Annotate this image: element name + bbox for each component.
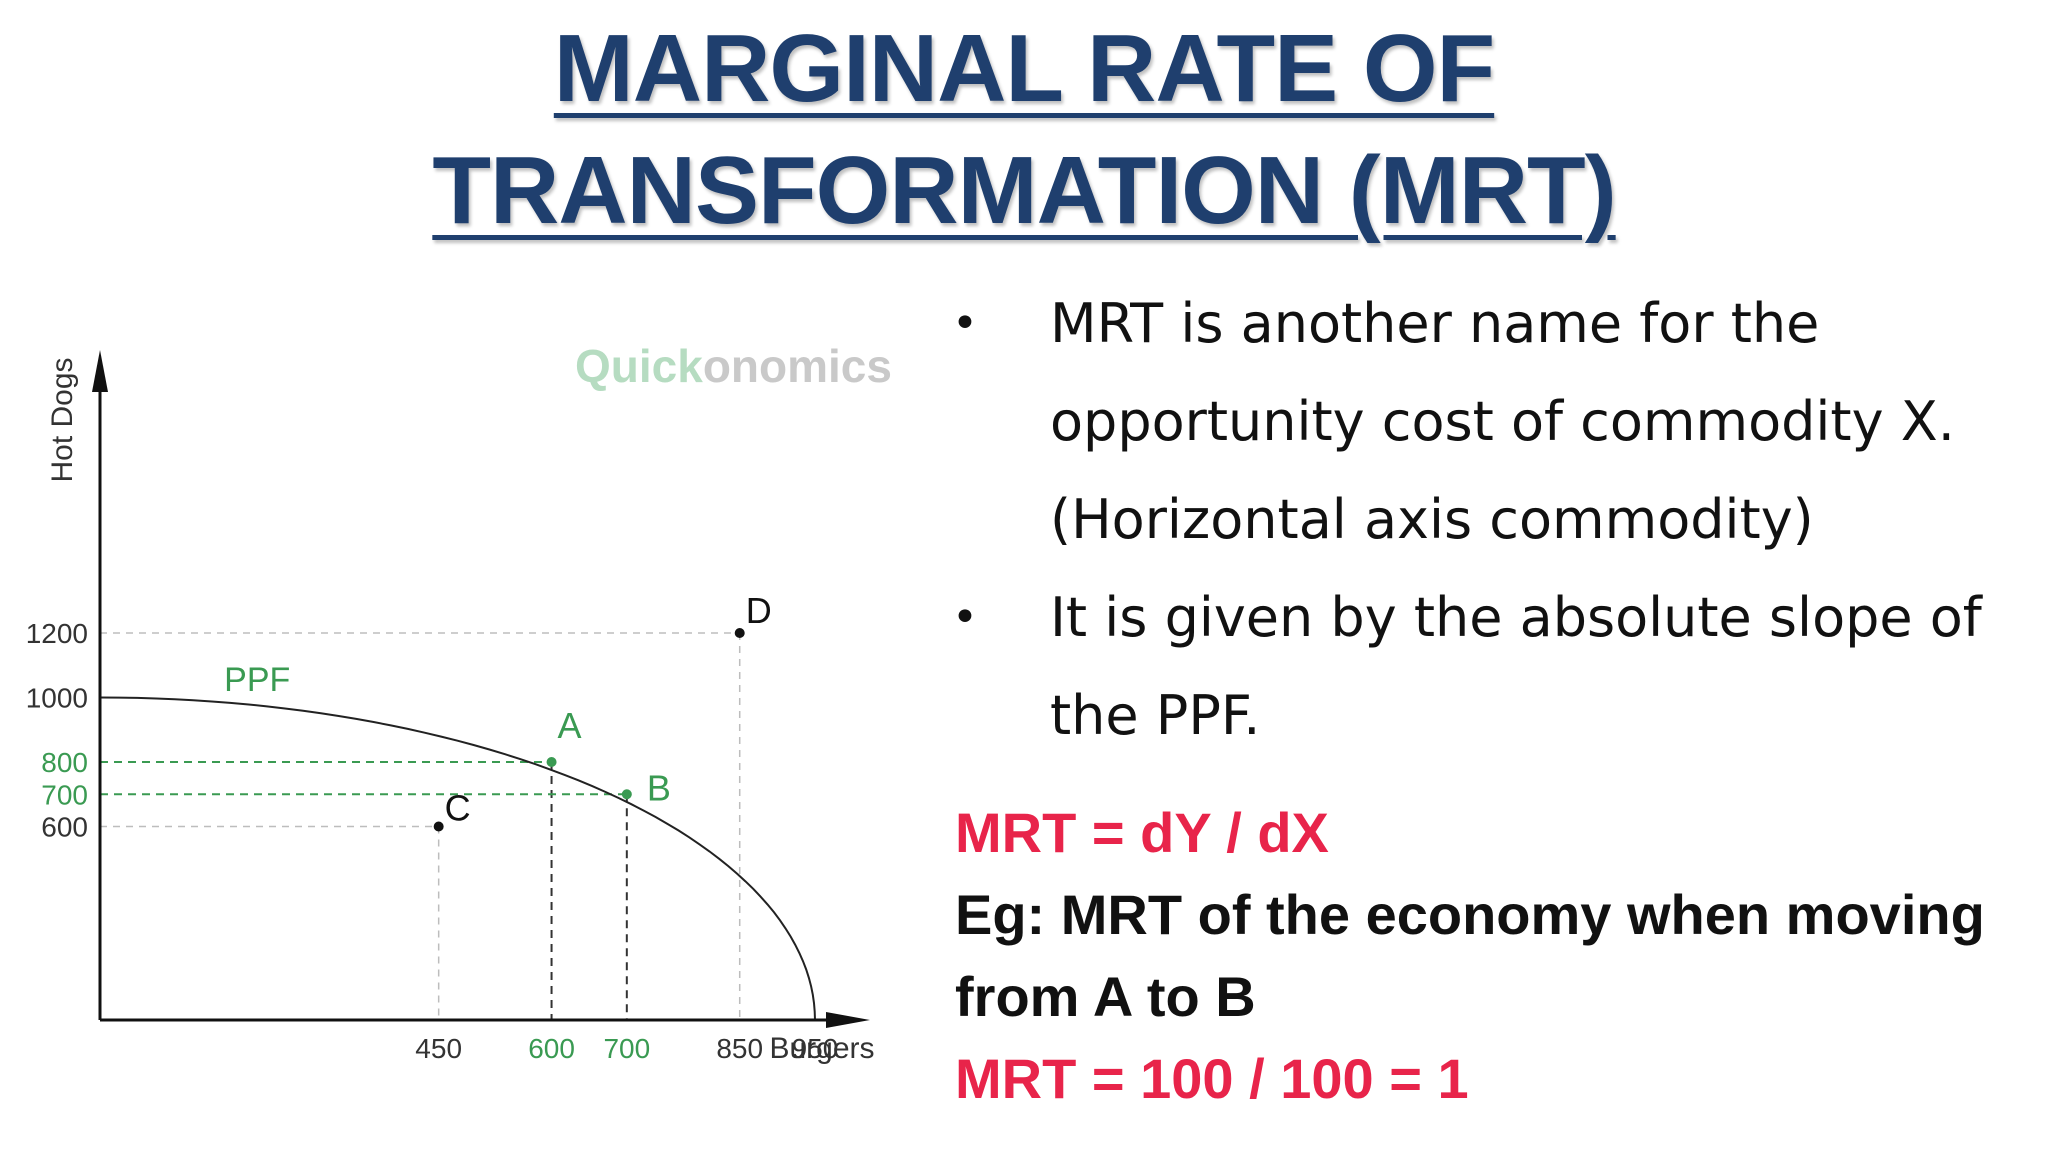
y-tick-label-600: 600 xyxy=(41,812,88,843)
bullet-dot: • xyxy=(952,592,978,643)
y-axis-arrow xyxy=(92,350,108,392)
bullet-2-line-1: It is given by the absolute slope of xyxy=(1050,586,1982,649)
y-axis-label: Hot Dogs xyxy=(46,357,79,482)
mrt-definition: MRT = dY / dX xyxy=(955,801,1329,864)
y-tick-label-1000: 1000 xyxy=(26,683,88,714)
point-A xyxy=(546,757,557,767)
example-line-2: from A to B xyxy=(955,965,1256,1028)
x-tick-label-950: 950 xyxy=(792,1033,839,1064)
ppf-label: PPF xyxy=(224,661,290,699)
x-tick-label-600: 600 xyxy=(528,1033,575,1064)
y-tick-label-800: 800 xyxy=(41,747,88,778)
bullet-2-line-2: the PPF. xyxy=(1050,684,1261,747)
bullet-list: • MRT is another name for the opportunit… xyxy=(950,275,2030,765)
bullet-dot: • xyxy=(952,298,978,349)
point-B xyxy=(621,789,632,800)
point-label-B: B xyxy=(647,767,671,808)
example-line-1: Eg: MRT of the economy when moving xyxy=(955,883,1985,946)
x-axis-arrow xyxy=(826,1012,870,1028)
ppf-curve xyxy=(99,696,816,1021)
bullet-item: • It is given by the absolute slope of t… xyxy=(950,569,2030,765)
title-line-2: TRANSFORMATION (MRT) xyxy=(432,137,1616,244)
bullet-1-line-1: MRT is another name for the xyxy=(1050,292,1820,355)
x-tick-label-850: 850 xyxy=(716,1033,763,1064)
point-label-A: A xyxy=(558,705,582,746)
point-label-D: D xyxy=(746,590,772,631)
bullet-item: • MRT is another name for the opportunit… xyxy=(950,275,2030,569)
bullet-1-line-2: opportunity cost of commodity X. xyxy=(1050,390,1955,453)
title-line-1: MARGINAL RATE OF xyxy=(553,15,1495,122)
x-axis-label: Burgers xyxy=(769,1032,874,1065)
x-tick-label-700: 700 xyxy=(603,1033,650,1064)
watermark-logo: Quickonomics xyxy=(575,340,892,392)
point-label-C: C xyxy=(445,788,471,829)
point-C xyxy=(433,821,444,832)
page-title: MARGINAL RATE OF TRANSFORMATION (MRT) xyxy=(0,8,2048,252)
point-D xyxy=(734,628,745,638)
y-tick-label-700: 700 xyxy=(41,779,88,810)
y-tick-label-1200: 1200 xyxy=(26,618,88,649)
mrt-result: MRT = 100 / 100 = 1 xyxy=(955,1047,1469,1110)
x-tick-label-450: 450 xyxy=(415,1033,462,1064)
bullet-1-line-3: (Horizontal axis commodity) xyxy=(1050,488,1814,551)
